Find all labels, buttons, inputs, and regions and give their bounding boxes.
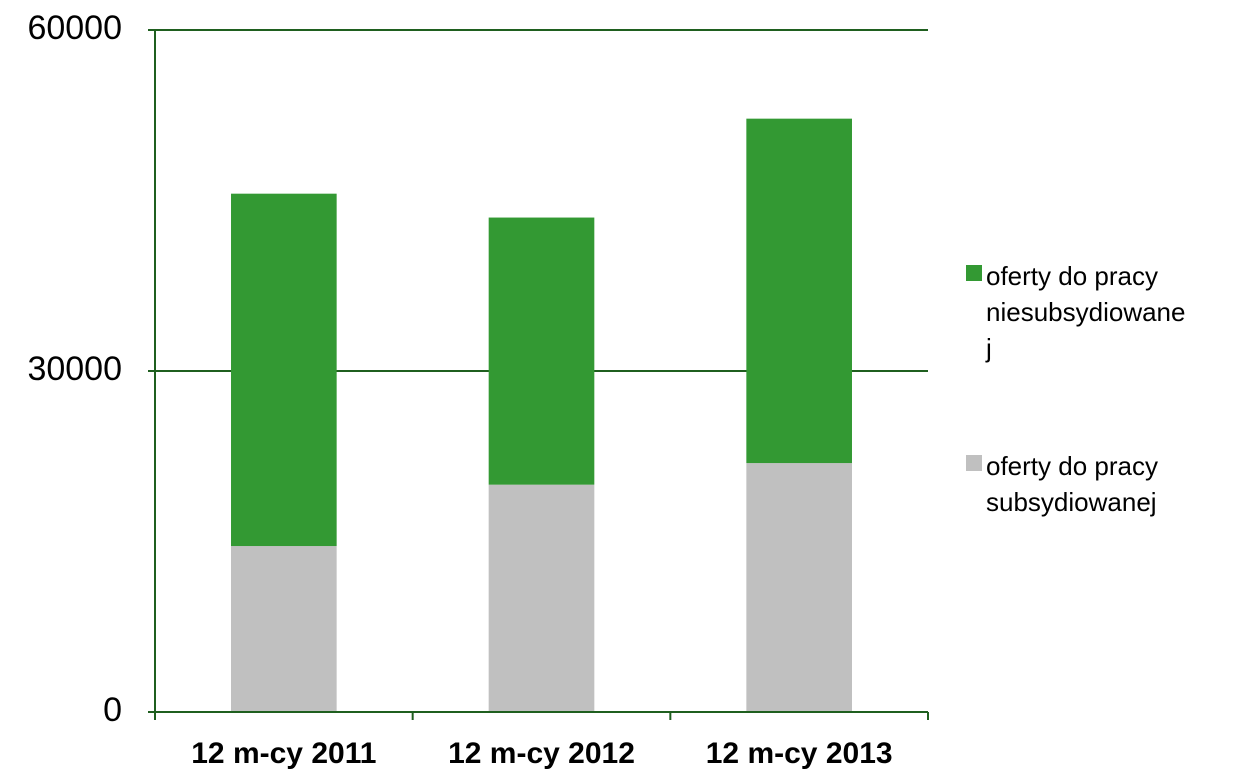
bar-segment: [488, 484, 595, 712]
y-tick-label: 60000: [27, 9, 122, 47]
bar-segment: [231, 546, 337, 712]
bar-segment: [488, 217, 595, 485]
legend-swatch: [966, 455, 982, 471]
legend-item: oferty do pracy niesubsydiowanej: [966, 258, 1250, 366]
y-tick-label: 30000: [27, 350, 122, 388]
y-tick-label: 0: [103, 691, 122, 729]
x-tick-label: 12 m-cy 2012: [448, 737, 635, 770]
x-tick-label: 12 m-cy 2011: [191, 737, 376, 770]
legend-swatch: [966, 265, 982, 281]
legend-label: oferty do pracy subsydiowanej: [986, 451, 1158, 517]
bar-segment: [231, 193, 337, 547]
legend-label: oferty do pracy niesubsydiowanej: [986, 261, 1186, 363]
x-tick-label: 12 m-cy 2013: [706, 737, 893, 770]
legend-item: oferty do pracy subsydiowanej: [966, 448, 1250, 520]
bar-segment: [746, 463, 852, 712]
bar-segment: [746, 118, 852, 464]
